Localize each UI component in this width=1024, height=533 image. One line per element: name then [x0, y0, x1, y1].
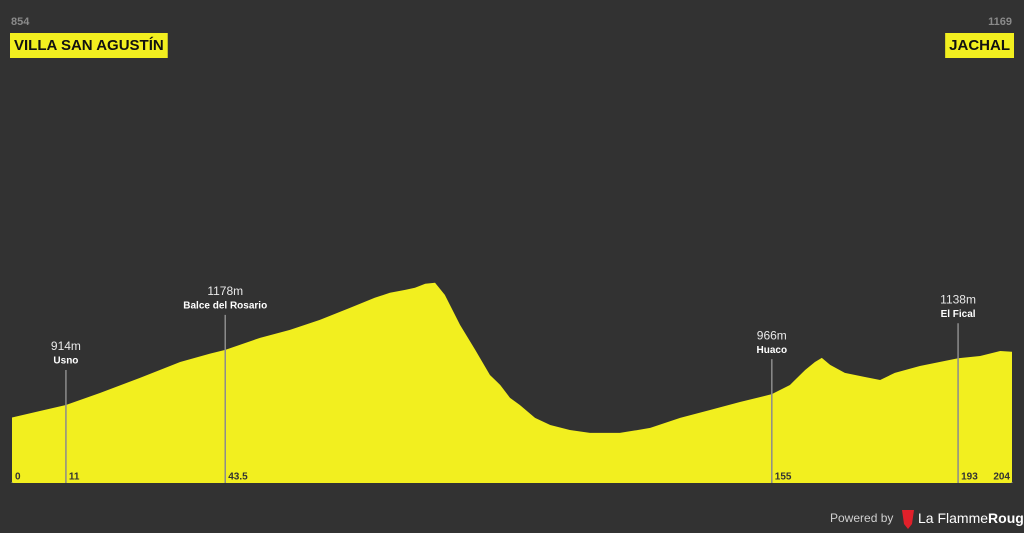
marker-elevation: 966m: [757, 328, 787, 342]
marker-name: Balce del Rosario: [183, 301, 267, 312]
marker-elevation: 914m: [51, 339, 81, 353]
logo-icon: [902, 510, 914, 529]
marker-name: Usno: [53, 356, 78, 367]
profile-area: [12, 282, 1012, 483]
brand-name: La Flamme: [918, 510, 988, 526]
marker-name: Huaco: [757, 345, 788, 356]
x-tick-label: 11: [69, 472, 80, 483]
place-name: JACHAL: [949, 37, 1010, 54]
place-name: VILLA SAN AGUSTÍN: [14, 37, 164, 54]
x-tick-label: 204: [993, 472, 1010, 483]
place-name-box: [10, 33, 168, 58]
end-elevation: 1169: [988, 16, 1012, 28]
powered-by: Powered by: [830, 511, 893, 525]
brand-bold: Rouge: [988, 510, 1024, 526]
x-tick-label: 0: [15, 472, 21, 483]
place-name-box: [945, 33, 1014, 58]
x-tick-label: 193: [961, 472, 978, 483]
x-tick-label: 43.5: [228, 472, 248, 483]
marker-elevation: 1138m: [940, 292, 976, 306]
marker-elevation: 1178m: [207, 284, 243, 298]
brand: La FlammeRouge: [918, 510, 1024, 526]
start-elevation: 854: [11, 16, 30, 28]
footer: Powered by La FlammeRouge: [830, 510, 1024, 529]
x-tick-label: 155: [775, 472, 792, 483]
marker-name: El Fical: [941, 309, 976, 320]
